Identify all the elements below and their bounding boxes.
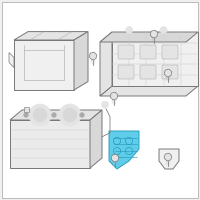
- Polygon shape: [164, 153, 172, 161]
- Polygon shape: [10, 110, 102, 120]
- Polygon shape: [14, 32, 88, 40]
- Polygon shape: [150, 30, 158, 38]
- Circle shape: [126, 26, 133, 34]
- Polygon shape: [89, 52, 97, 60]
- FancyBboxPatch shape: [118, 65, 134, 79]
- Polygon shape: [159, 149, 179, 169]
- Polygon shape: [100, 32, 198, 42]
- FancyBboxPatch shape: [140, 45, 156, 59]
- Circle shape: [29, 104, 51, 126]
- FancyBboxPatch shape: [118, 45, 134, 59]
- FancyBboxPatch shape: [162, 45, 178, 59]
- Polygon shape: [10, 120, 90, 168]
- Polygon shape: [110, 92, 118, 100]
- Polygon shape: [109, 131, 139, 169]
- Polygon shape: [90, 110, 102, 168]
- FancyBboxPatch shape: [140, 65, 156, 79]
- Circle shape: [160, 26, 167, 34]
- Circle shape: [59, 104, 81, 126]
- Polygon shape: [14, 40, 74, 90]
- Circle shape: [33, 108, 47, 122]
- Polygon shape: [100, 32, 112, 96]
- Polygon shape: [111, 154, 119, 162]
- Circle shape: [80, 113, 84, 117]
- FancyBboxPatch shape: [2, 2, 198, 198]
- Polygon shape: [9, 52, 14, 67]
- Circle shape: [101, 101, 109, 108]
- Circle shape: [63, 108, 77, 122]
- Circle shape: [24, 113, 28, 117]
- Polygon shape: [74, 32, 88, 90]
- Polygon shape: [164, 69, 172, 77]
- FancyBboxPatch shape: [162, 65, 178, 79]
- Polygon shape: [100, 86, 198, 96]
- Polygon shape: [112, 32, 198, 86]
- FancyBboxPatch shape: [24, 107, 29, 112]
- Circle shape: [52, 113, 56, 117]
